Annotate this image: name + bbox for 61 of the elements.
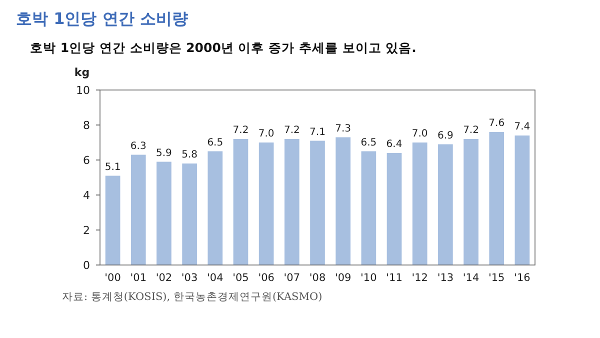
- data-label: 6.5: [207, 137, 224, 148]
- data-label: 7.4: [514, 122, 530, 132]
- x-tick-label: '04: [207, 272, 224, 284]
- data-label: 7.0: [258, 128, 274, 140]
- bar: [130, 154, 146, 265]
- x-tick-label: '15: [488, 272, 505, 284]
- data-label: 5.1: [104, 162, 121, 173]
- x-tick-label: '09: [334, 272, 352, 284]
- x-tick-label: '08: [309, 272, 326, 284]
- data-label: 7.1: [310, 126, 326, 138]
- data-label: 7.2: [232, 125, 249, 136]
- data-label: 7.6: [488, 118, 505, 129]
- bar: [156, 162, 172, 265]
- data-label: 6.5: [360, 137, 377, 148]
- chart-title: 호박 1인당 연간 소비량: [16, 9, 188, 28]
- x-tick-label: '12: [412, 272, 428, 284]
- x-tick-label: '14: [462, 272, 480, 284]
- bar: [336, 137, 351, 265]
- bar: [438, 144, 453, 265]
- bar: [489, 132, 504, 265]
- x-tick-label: '00: [104, 272, 121, 284]
- chart-subtitle: 호박 1인당 연간 소비량은 2000년 이후 증가 추세를 보이고 있음.: [30, 40, 416, 55]
- data-label: 5.8: [182, 150, 198, 160]
- data-label: 6.3: [130, 140, 146, 152]
- y-tick-label: 6: [83, 154, 90, 167]
- data-label: 5.9: [156, 148, 172, 159]
- bar: [258, 142, 274, 265]
- x-tick-label: '03: [181, 272, 198, 284]
- x-tick-label: '07: [284, 272, 300, 284]
- y-tick-label: 4: [83, 189, 90, 202]
- y-tick-label: 0: [83, 259, 90, 272]
- x-tick-label: '05: [232, 272, 249, 284]
- bar: [464, 139, 478, 265]
- data-label: 7.0: [412, 128, 428, 140]
- x-tick-label: '11: [386, 272, 402, 284]
- bar: [412, 142, 428, 265]
- x-tick-label: '06: [258, 272, 275, 284]
- y-tick-label: 10: [76, 84, 90, 97]
- bar: [182, 164, 197, 265]
- data-label: 7.2: [463, 125, 479, 136]
- bar: [284, 139, 300, 265]
- bar: [208, 151, 223, 265]
- x-tick-label: '01: [130, 272, 147, 284]
- data-label: 6.4: [386, 139, 402, 150]
- y-tick-label: 2: [83, 224, 90, 237]
- y-axis-title: kg: [74, 66, 90, 79]
- bar: [310, 140, 325, 265]
- bar: [514, 136, 530, 265]
- bar: [386, 153, 402, 265]
- bar: [233, 139, 248, 265]
- bar: [105, 176, 120, 265]
- x-tick-label: '16: [514, 272, 531, 284]
- x-tick-label: '13: [437, 272, 454, 284]
- x-tick-label: '02: [156, 272, 172, 284]
- data-label: 7.3: [335, 123, 352, 134]
- text: 자료: 통계청(KOSIS), 한국농촌경제연구원(KASMO): [62, 291, 322, 303]
- data-label: 7.2: [284, 125, 300, 136]
- y-tick-label: 8: [83, 119, 90, 132]
- x-tick-label: '10: [360, 272, 377, 284]
- data-label: 6.9: [437, 130, 454, 142]
- bar: [361, 151, 376, 265]
